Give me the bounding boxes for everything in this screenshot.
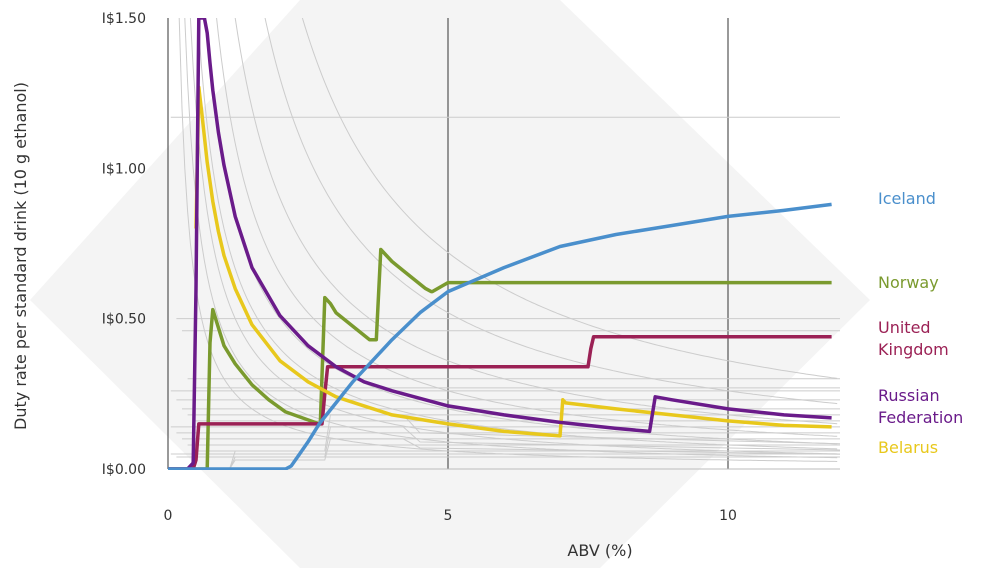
x-tick-label: 5: [444, 508, 453, 524]
background-curve: [184, 18, 838, 459]
y-tick-label: I$1.50: [102, 11, 146, 27]
series-line-belarus: [194, 85, 832, 438]
x-tick-label: 0: [164, 508, 173, 524]
ticks: 0 5 10 I$0.00 I$0.50 I$1.00 I$1.50: [102, 11, 737, 524]
series-line-united-kingdom: [168, 334, 832, 470]
background-step: [229, 426, 840, 470]
series-line-iceland: [168, 202, 832, 470]
series-labels: Iceland Norway United Kingdom Russian Federat…: [878, 189, 963, 457]
background-curve: [301, 18, 838, 379]
series-line-norway: [168, 247, 832, 470]
background-step: [229, 438, 840, 470]
series-label-norway: Norway: [878, 273, 939, 292]
series-label-russian-federation: Russian: [878, 386, 940, 405]
x-axis-label: ABV (%): [567, 541, 632, 560]
series-label-united-kingdom: United: [878, 318, 931, 337]
series-label-russian-federation: Federation: [878, 408, 963, 427]
background-curve: [216, 18, 838, 437]
series-line-russian-federation: [168, 18, 832, 470]
y-tick-label: I$0.00: [102, 462, 146, 478]
series-lines: [168, 18, 832, 470]
series-label-iceland: Iceland: [878, 189, 936, 208]
y-axis-label: Duty rate per standard drink (10 g ethan…: [11, 82, 30, 430]
series-label-united-kingdom: Kingdom: [878, 340, 949, 359]
background-step: [229, 414, 840, 470]
y-tick-label: I$0.50: [102, 312, 146, 328]
x-tick-label: 10: [719, 508, 737, 524]
series-label-belarus: Belarus: [878, 438, 938, 457]
y-tick-label: I$1.00: [102, 161, 146, 177]
